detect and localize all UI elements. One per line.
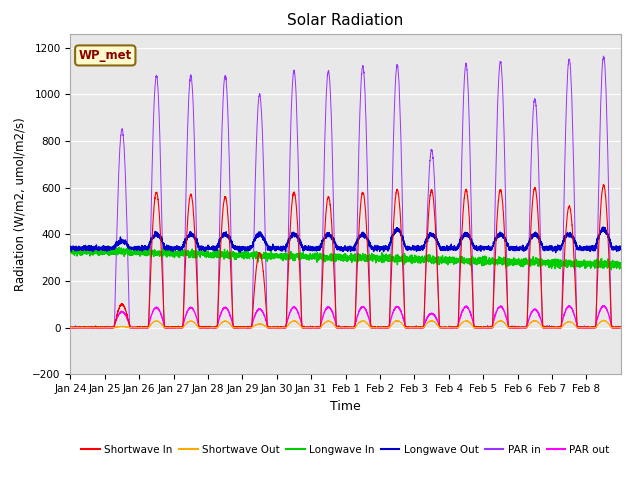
Legend: Shortwave In, Shortwave Out, Longwave In, Longwave Out, PAR in, PAR out: Shortwave In, Shortwave Out, Longwave In…	[77, 441, 614, 459]
X-axis label: Time: Time	[330, 400, 361, 413]
Y-axis label: Radiation (W/m2, umol/m2/s): Radiation (W/m2, umol/m2/s)	[13, 117, 27, 291]
Text: WP_met: WP_met	[79, 49, 132, 62]
Title: Solar Radiation: Solar Radiation	[287, 13, 404, 28]
